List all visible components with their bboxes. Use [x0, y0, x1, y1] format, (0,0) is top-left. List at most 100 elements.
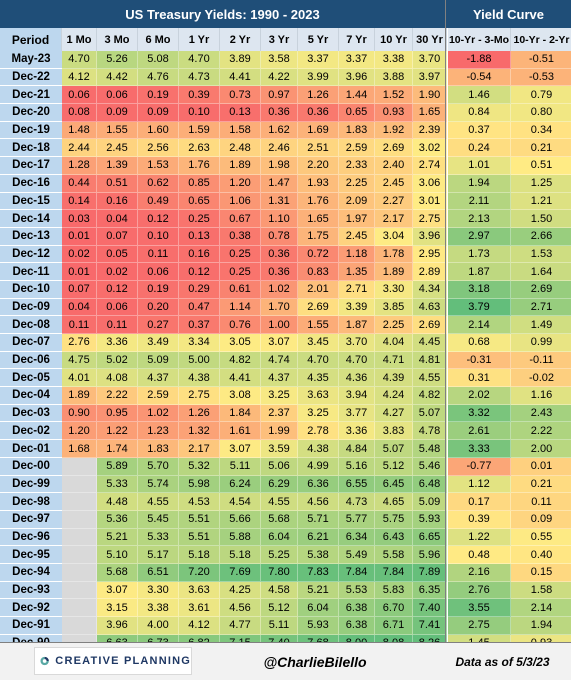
yield-cell: 3.59 — [261, 440, 298, 458]
column-header: 2 Yr — [220, 28, 261, 51]
yield-cell: 3.30 — [375, 280, 413, 299]
yield-cell: 1.53 — [138, 157, 179, 175]
yield-cell: 2.59 — [138, 387, 179, 405]
column-header: 1 Yr — [179, 28, 220, 51]
yield-cell: 1.35 — [339, 263, 375, 281]
yield-cell: 0.62 — [138, 174, 179, 193]
yield-cell: 1.99 — [261, 422, 298, 441]
yield-cell: 1.58 — [220, 121, 261, 140]
yield-cell: 3.34 — [179, 334, 220, 352]
period-cell: Dec-91 — [0, 617, 62, 635]
yield-cell: 1.32 — [179, 422, 220, 441]
yield-cell: 0.65 — [179, 192, 220, 211]
curve-cell: -0.53 — [511, 68, 571, 87]
curve-cell: 1.58 — [511, 581, 571, 600]
yield-cell: 0.93 — [375, 104, 413, 122]
yield-cell: 3.05 — [220, 334, 261, 352]
curve-cell: 1.49 — [511, 316, 571, 335]
yield-cell: 0.47 — [179, 298, 220, 317]
yield-cell: 5.07 — [375, 440, 413, 458]
yield-cell: 7.41 — [413, 617, 447, 635]
yield-cell: 4.00 — [138, 617, 179, 635]
yield-cell — [62, 617, 97, 635]
curve-cell: 0.31 — [448, 369, 511, 388]
yield-cell: 1.14 — [220, 298, 261, 317]
yield-cell: 0.61 — [220, 280, 261, 299]
yield-cell: 1.02 — [261, 280, 298, 299]
curve-cell: -0.11 — [511, 351, 571, 370]
yield-cell: 1.84 — [220, 404, 261, 423]
yield-cell: 5.93 — [413, 510, 447, 529]
period-cell: Dec-96 — [0, 528, 62, 547]
yield-cell: 3.63 — [179, 581, 220, 600]
period-cell: Dec-97 — [0, 510, 62, 529]
yield-cell: 5.51 — [179, 528, 220, 547]
yield-cell: 2.95 — [413, 245, 447, 264]
yield-cell: 7.89 — [413, 564, 447, 582]
table-title: US Treasury Yields: 1990 - 2023 — [0, 0, 445, 28]
yield-cell: 1.89 — [220, 157, 261, 175]
yield-cell: 5.18 — [220, 546, 261, 564]
yield-cell: 0.51 — [97, 174, 138, 193]
yield-cell: 3.61 — [179, 599, 220, 618]
yield-cell: 3.01 — [413, 192, 447, 211]
period-cell: Dec-11 — [0, 263, 62, 281]
yield-cell: 1.18 — [339, 245, 375, 264]
yield-cell: 5.12 — [261, 599, 298, 618]
period-cell: Dec-06 — [0, 351, 62, 370]
yield-cell: 3.97 — [413, 68, 447, 87]
yield-cell: 2.17 — [179, 440, 220, 458]
curve-cell: -0.77 — [448, 457, 511, 476]
yield-cell: 0.09 — [97, 104, 138, 122]
yield-cell: 3.99 — [298, 68, 339, 87]
curve-cell: 1.87 — [448, 263, 511, 281]
yield-cell: 4.65 — [375, 493, 413, 511]
yield-cell: 5.33 — [97, 475, 138, 494]
yield-cell: 1.48 — [62, 121, 97, 140]
yield-cell: 1.70 — [261, 298, 298, 317]
yield-cell: 0.25 — [220, 245, 261, 264]
yield-cell: 4.70 — [339, 351, 375, 370]
curve-cell: 1.46 — [448, 86, 511, 105]
column-header: 1 Mo — [62, 28, 97, 51]
curve-column-header: 10-Yr - 3-Mo — [448, 28, 511, 51]
yield-cell — [62, 510, 97, 529]
yield-cell: 6.24 — [220, 475, 261, 494]
curve-cell: 0.34 — [511, 121, 571, 140]
period-cell: Dec-21 — [0, 86, 62, 105]
yield-cell: 5.71 — [298, 510, 339, 529]
yield-cell: 0.16 — [97, 192, 138, 211]
creative-planning-logo-icon — [40, 656, 49, 666]
period-cell: Dec-94 — [0, 564, 62, 582]
yield-cell: 0.25 — [220, 263, 261, 281]
curve-title: Yield Curve — [446, 0, 571, 28]
yield-cell: 5.09 — [138, 351, 179, 370]
yield-cell: 4.01 — [62, 369, 97, 388]
yield-cell: 3.37 — [298, 51, 339, 69]
curve-cell: 0.09 — [511, 510, 571, 529]
yield-cell: 4.58 — [261, 581, 298, 600]
yield-cell: 1.26 — [179, 404, 220, 423]
yield-cell: 1.59 — [179, 121, 220, 140]
period-cell: Dec-13 — [0, 227, 62, 246]
yield-cell: 0.06 — [97, 86, 138, 105]
yield-cell: 5.77 — [339, 510, 375, 529]
yield-cell: 5.00 — [179, 351, 220, 370]
yield-cell: 3.08 — [220, 387, 261, 405]
yield-cell: 2.40 — [375, 157, 413, 175]
yield-cell: 4.74 — [261, 351, 298, 370]
yield-cell: 0.07 — [97, 227, 138, 246]
yield-cell: 4.04 — [375, 334, 413, 352]
curve-cell: 2.75 — [448, 617, 511, 635]
yield-cell: 5.25 — [261, 546, 298, 564]
curve-cell: 1.25 — [511, 174, 571, 193]
yield-cell: 3.70 — [339, 334, 375, 352]
curve-cell: 0.84 — [448, 104, 511, 122]
yield-cell: 0.16 — [179, 245, 220, 264]
curve-cell: -0.02 — [511, 369, 571, 388]
curve-cell: 0.11 — [511, 493, 571, 511]
yield-cell: 0.95 — [97, 404, 138, 423]
yield-cell: 5.96 — [413, 546, 447, 564]
yield-cell: 3.96 — [97, 617, 138, 635]
yield-cell: 1.47 — [261, 174, 298, 193]
